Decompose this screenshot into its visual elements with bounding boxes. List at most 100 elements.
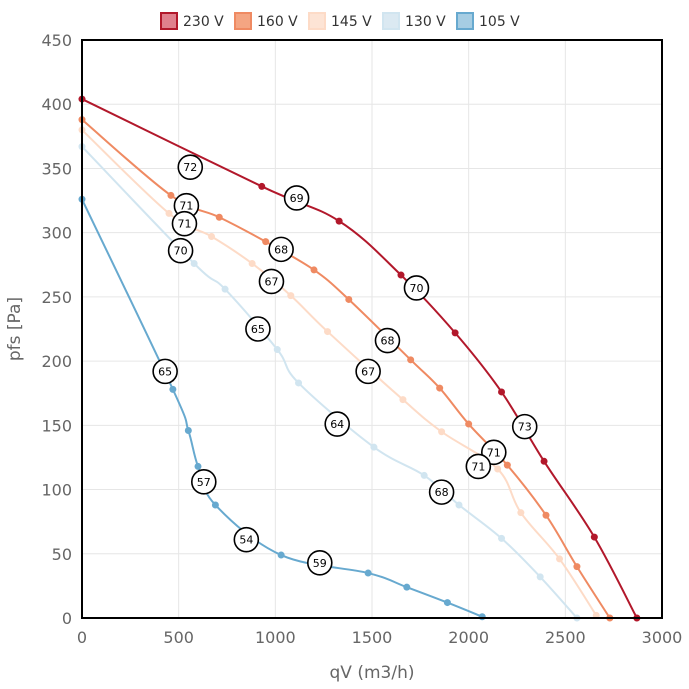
data-point[interactable]	[221, 285, 229, 293]
marker-circle	[152, 358, 178, 385]
data-point[interactable]	[498, 534, 506, 542]
sound-level-marker: 73	[511, 413, 538, 440]
data-point[interactable]	[248, 259, 256, 267]
data-point[interactable]	[295, 379, 303, 387]
data-point[interactable]	[399, 396, 407, 404]
data-point[interactable]	[215, 213, 223, 221]
x-tick-label: 3000	[642, 628, 683, 647]
marker-circle	[403, 275, 430, 301]
legend-swatch	[160, 12, 178, 30]
sound-level-marker: 64	[324, 411, 351, 437]
y-tick-label: 150	[41, 416, 72, 435]
y-tick-label: 0	[62, 609, 72, 628]
data-point[interactable]	[420, 471, 428, 479]
legend-item[interactable]: 145 V	[308, 12, 372, 30]
sound-level-marker: 72	[177, 154, 204, 180]
data-point[interactable]	[517, 509, 525, 517]
data-point[interactable]	[465, 420, 473, 428]
data-point[interactable]	[165, 209, 173, 217]
data-point[interactable]	[542, 511, 550, 519]
marker-label: 67	[264, 275, 278, 288]
sound-level-marker: 70	[403, 275, 430, 301]
tick-labels: 0 500 1000 1500 2000 2500 3000 0 50 100 150 200 250 3…	[41, 31, 682, 647]
plot-frame	[81, 39, 663, 619]
x-tick-label: 1000	[255, 628, 296, 647]
marker-circle	[306, 549, 333, 576]
y-tick-label: 450	[41, 31, 72, 50]
data-point[interactable]	[190, 259, 198, 267]
data-point[interactable]	[451, 329, 459, 337]
y-tick-label: 250	[41, 288, 72, 307]
data-point[interactable]	[590, 533, 598, 541]
marker-label: 71	[179, 200, 193, 213]
data-point[interactable]	[184, 426, 192, 434]
data-point[interactable]	[324, 328, 332, 336]
data-point[interactable]	[194, 462, 202, 470]
data-point[interactable]	[370, 443, 378, 451]
y-tick-label: 350	[41, 159, 72, 178]
y-tick-label: 50	[52, 545, 72, 564]
legend-item[interactable]: 230 V	[160, 12, 224, 30]
data-point[interactable]	[397, 271, 405, 279]
series-line	[81, 98, 638, 619]
data-point[interactable]	[536, 573, 544, 581]
marker-label: 69	[290, 192, 304, 205]
data-point[interactable]	[556, 555, 564, 563]
sound-level-marker: 65	[152, 358, 178, 385]
marker-label: 71	[177, 218, 191, 231]
marker-label: 68	[274, 243, 288, 256]
legend-item[interactable]: 160 V	[234, 12, 298, 30]
data-point[interactable]	[494, 465, 502, 473]
data-point[interactable]	[335, 217, 343, 225]
data-point[interactable]	[498, 388, 506, 396]
data-point[interactable]	[403, 583, 411, 591]
data-point[interactable]	[436, 384, 444, 392]
marker-circle	[258, 268, 285, 295]
legend-label: 130 V	[405, 14, 446, 30]
marker-circle	[511, 413, 538, 440]
marker-label: 57	[197, 476, 211, 489]
data-point[interactable]	[573, 563, 581, 571]
data-point[interactable]	[407, 356, 415, 364]
sound-level-marker: 65	[245, 316, 271, 342]
sound-level-marker: 68	[428, 479, 455, 505]
data-point[interactable]	[503, 461, 511, 469]
data-point[interactable]	[277, 551, 285, 559]
x-tick-label: 0	[77, 628, 87, 647]
data-point[interactable]	[455, 501, 463, 509]
data-point[interactable]	[208, 233, 216, 241]
legend-label: 105 V	[479, 14, 520, 30]
marker-label: 71	[487, 446, 501, 459]
sound-level-marker: 71	[171, 210, 198, 237]
data-point[interactable]	[258, 182, 266, 190]
data-point[interactable]	[262, 238, 270, 246]
data-point[interactable]	[273, 346, 281, 354]
data-point[interactable]	[364, 569, 372, 577]
marker-circle	[283, 185, 310, 211]
x-tick-label: 2500	[545, 628, 586, 647]
data-point[interactable]	[540, 457, 548, 465]
marker-circle	[233, 526, 260, 553]
legend-item[interactable]: 130 V	[382, 12, 446, 30]
legend[interactable]: 230 V 160 V 145 V 130 V 105 V	[160, 12, 520, 30]
grid	[81, 39, 663, 619]
sound-level-marker: 68	[268, 236, 294, 263]
data-point[interactable]	[443, 599, 451, 607]
data-point[interactable]	[211, 501, 219, 509]
data-point[interactable]	[438, 428, 446, 436]
series-layer	[78, 95, 641, 622]
data-point[interactable]	[167, 191, 175, 199]
legend-swatch	[456, 12, 474, 30]
marker-circle	[355, 358, 381, 385]
data-point[interactable]	[169, 385, 177, 393]
sound-level-marker: 67	[258, 268, 285, 295]
legend-swatch	[382, 12, 400, 30]
data-point[interactable]	[310, 266, 318, 274]
data-point[interactable]	[345, 295, 353, 303]
marker-circle	[374, 327, 401, 354]
sound-level-marker: 71	[465, 453, 492, 480]
data-point[interactable]	[287, 292, 295, 300]
legend-item[interactable]: 105 V	[456, 12, 520, 30]
data-point[interactable]	[478, 613, 486, 621]
